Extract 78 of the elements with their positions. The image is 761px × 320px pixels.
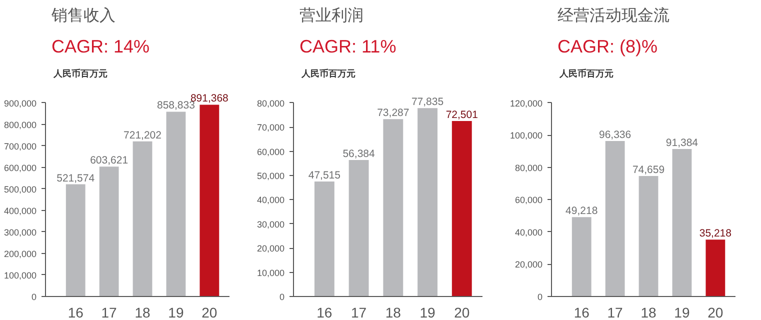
y-tick-label: 300,000: [4, 227, 37, 238]
data-label: 49,218: [566, 205, 598, 218]
y-tick-label: 500,000: [4, 184, 37, 194]
x-tick-label: 16: [574, 304, 590, 320]
y-tick-label: 70,000: [256, 122, 285, 133]
y-tick-label: 50,000: [256, 170, 285, 181]
data-label: 77,835: [411, 96, 444, 108]
y-tick-label: 30,000: [256, 219, 285, 230]
chart-title: 经营活动现金流: [558, 6, 670, 24]
data-label: 96,336: [599, 129, 632, 142]
y-tick-label: 400,000: [4, 206, 37, 216]
y-tick-label: 80,000: [256, 98, 285, 108]
bar: [99, 166, 119, 296]
bar: [200, 104, 220, 296]
y-tick-label: 60,000: [256, 146, 285, 157]
y-axis-title: 人民币百万元: [300, 68, 356, 78]
y-tick-label: 900,000: [4, 98, 37, 108]
bar: [348, 160, 369, 296]
y-tick-label: 700,000: [4, 141, 37, 152]
y-tick-label: 0: [31, 292, 37, 302]
x-tick-label: 20: [202, 304, 218, 320]
chart-title: 营业利润: [300, 6, 364, 24]
x-tick-label: 17: [101, 304, 118, 320]
data-label: 56,384: [342, 148, 376, 160]
y-tick-label: 120,000: [510, 98, 543, 108]
y-tick-label: 10,000: [256, 268, 285, 278]
data-label: 521,574: [56, 172, 95, 184]
data-label: 721,202: [124, 129, 162, 142]
y-tick-label: 80,000: [514, 162, 543, 173]
bar: [452, 121, 472, 296]
y-tick-label: 40,000: [256, 195, 285, 206]
x-tick-label: 18: [640, 304, 657, 320]
bar: [418, 108, 438, 296]
x-tick-label: 20: [454, 304, 470, 320]
data-label: 35,218: [699, 228, 732, 240]
bar: [672, 149, 692, 296]
bar: [605, 141, 625, 296]
y-tick-label: 0: [279, 292, 285, 302]
x-tick-label: 18: [385, 304, 402, 320]
chart-subtitle: CAGR: 14%: [52, 36, 150, 56]
x-tick-label: 18: [134, 304, 151, 320]
data-label: 47,515: [308, 169, 341, 182]
y-tick-label: 200,000: [4, 248, 37, 259]
chart-subtitle: CAGR: (8)%: [558, 36, 658, 56]
x-tick-label: 19: [168, 304, 184, 320]
bar: [166, 112, 186, 296]
y-tick-label: 60,000: [514, 195, 543, 206]
x-tick-label: 16: [68, 304, 84, 320]
data-label: 72,501: [446, 109, 478, 122]
x-tick-label: 17: [607, 304, 624, 320]
bar: [572, 217, 592, 296]
bar: [383, 119, 404, 296]
data-label: 91,384: [666, 137, 698, 150]
data-label: 73,287: [377, 107, 410, 120]
y-axis-title: 人民币百万元: [558, 68, 614, 78]
data-label: 74,659: [632, 164, 665, 176]
chart-title: 销售收入: [50, 6, 116, 24]
x-tick-label: 17: [351, 304, 367, 320]
y-tick-label: 800,000: [4, 120, 37, 130]
y-tick-label: 20,000: [256, 244, 285, 254]
y-tick-label: 600,000: [4, 162, 37, 173]
bar: [314, 181, 334, 296]
chart-subtitle: CAGR: 11%: [300, 36, 396, 56]
y-tick-label: 0: [537, 292, 543, 302]
bar: [132, 141, 152, 296]
x-tick-label: 19: [420, 304, 436, 320]
x-tick-label: 16: [316, 304, 332, 320]
y-tick-label: 100,000: [4, 270, 37, 280]
bar: [66, 184, 86, 296]
bar: [638, 176, 658, 296]
x-tick-label: 19: [674, 304, 690, 320]
y-tick-label: 100,000: [510, 130, 543, 141]
y-axis-title: 人民币百万元: [52, 68, 108, 78]
y-tick-label: 40,000: [514, 227, 543, 238]
x-tick-label: 20: [708, 304, 724, 320]
data-label: 603,621: [90, 154, 128, 167]
y-tick-label: 20,000: [514, 260, 543, 270]
bar: [706, 240, 726, 296]
